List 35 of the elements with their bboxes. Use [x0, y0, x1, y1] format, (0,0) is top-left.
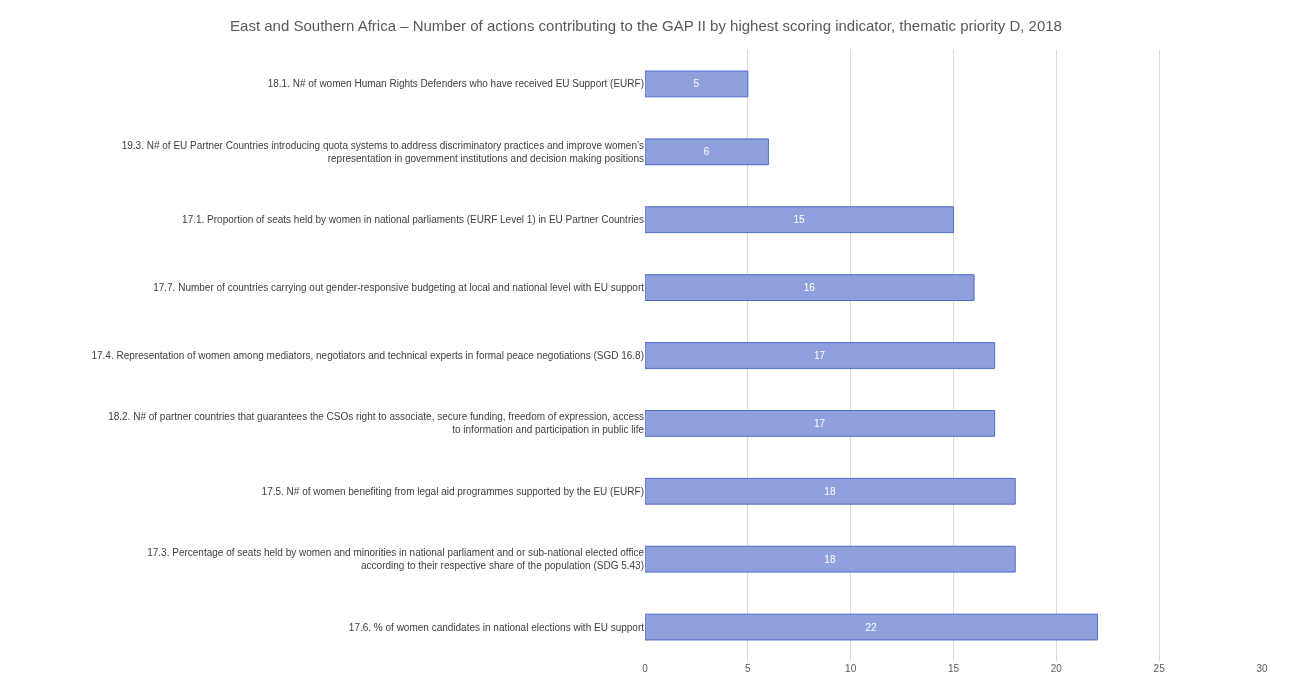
- data-label: 17: [814, 350, 826, 361]
- x-tick-label: 5: [745, 663, 752, 674]
- bar: [645, 138, 769, 166]
- bar: [645, 70, 749, 98]
- bar: [645, 545, 1016, 573]
- bar: [645, 274, 975, 302]
- x-tick-label: 15: [947, 663, 960, 674]
- bar: [645, 613, 1098, 641]
- y-tick-label: 18.2. N# of partner countries that guarantees the CSOs right to associate, secure funding, freedom of expression, access to information and participation in public life: [108, 411, 645, 436]
- x-tick-label: 0: [642, 663, 649, 674]
- x-tick-label: 20: [1050, 663, 1063, 674]
- y-tick-label: 17.1. Proportion of seats held by women in national parliaments (EURF Level 1) in EU Partner Countries: [182, 214, 644, 226]
- data-label: 16: [803, 282, 816, 294]
- data-label: 18: [824, 553, 836, 565]
- y-tick-label: 17.7. Number of countries carrying out gender-responsive budgeting at local and national level with EU support: [153, 282, 645, 294]
- y-tick-label: 19.3. N# of EU Partner Countries introducing quota systems to address discriminatory practices and improve women’s representation in government institutions and decision making positions: [121, 139, 644, 164]
- bar: [645, 409, 996, 437]
- y-tick-label: 17.6. % of women candidates in national elections with EU support: [348, 621, 645, 633]
- y-tick-label: 17.5. N# of women benefiting from legal aid programmes supported by the EU (EURF): [261, 485, 644, 497]
- chart-title: East and Southern Africa – Number of actions contributing to the GAP II by highest scoring indicator, thematic priority D, 2018: [230, 17, 1062, 35]
- x-tick-label: 10: [845, 663, 857, 674]
- x-tick-label: 30: [1256, 663, 1268, 674]
- data-label: 15: [793, 214, 806, 226]
- bar: [645, 342, 996, 369]
- y-tick-label: 17.4. Representation of women among mediators, negotiators and technical experts in formal peace negotiations (SGD 16.8): [91, 350, 644, 361]
- y-tick-label: 18.1. N# of women Human Rights Defenders who have received EU Support (EURF): [267, 78, 644, 90]
- data-label: 6: [703, 146, 710, 158]
- data-label: 17: [814, 417, 826, 429]
- y-tick-label: 17.3. Percentage of seats held by women and minorities in national parliament and or sub-national elected office according to their respective share of the population (SDG 5.43): [147, 547, 645, 572]
- data-label: 18: [824, 485, 836, 497]
- x-tick-label: 25: [1153, 663, 1166, 674]
- data-label: 5: [693, 78, 700, 90]
- bar: [645, 477, 1016, 505]
- bar: [645, 206, 954, 234]
- data-label: 22: [865, 621, 878, 633]
